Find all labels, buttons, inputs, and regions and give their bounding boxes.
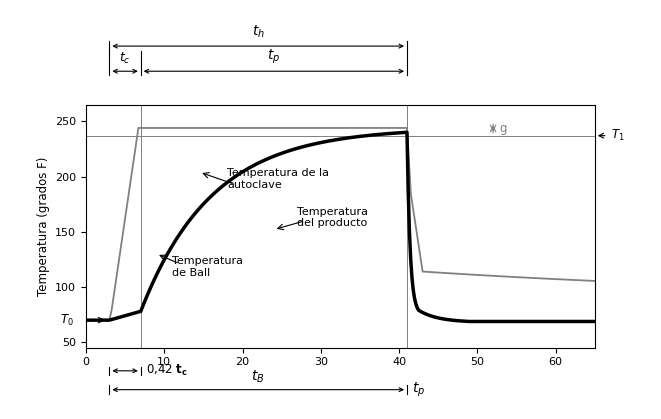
Y-axis label: Temperatura (grados F): Temperatura (grados F) bbox=[36, 157, 50, 296]
Text: Temperatura de la
autoclave: Temperatura de la autoclave bbox=[227, 168, 329, 189]
Text: Temperatura
de Ball: Temperatura de Ball bbox=[172, 256, 243, 278]
Text: $t_c$: $t_c$ bbox=[119, 51, 131, 66]
Text: $t_p$: $t_p$ bbox=[267, 48, 280, 66]
Text: g: g bbox=[499, 122, 507, 135]
Text: $T_0$: $T_0$ bbox=[60, 313, 74, 328]
Text: $t_h$: $t_h$ bbox=[252, 23, 264, 40]
Text: Temperatura
del producto: Temperatura del producto bbox=[297, 207, 368, 228]
Text: 0,42 $\mathbf{t_c}$: 0,42 $\mathbf{t_c}$ bbox=[146, 363, 188, 378]
Text: $T_1$: $T_1$ bbox=[599, 128, 624, 143]
Text: $t_B$: $t_B$ bbox=[251, 369, 265, 385]
Text: $t_p$: $t_p$ bbox=[412, 380, 426, 399]
